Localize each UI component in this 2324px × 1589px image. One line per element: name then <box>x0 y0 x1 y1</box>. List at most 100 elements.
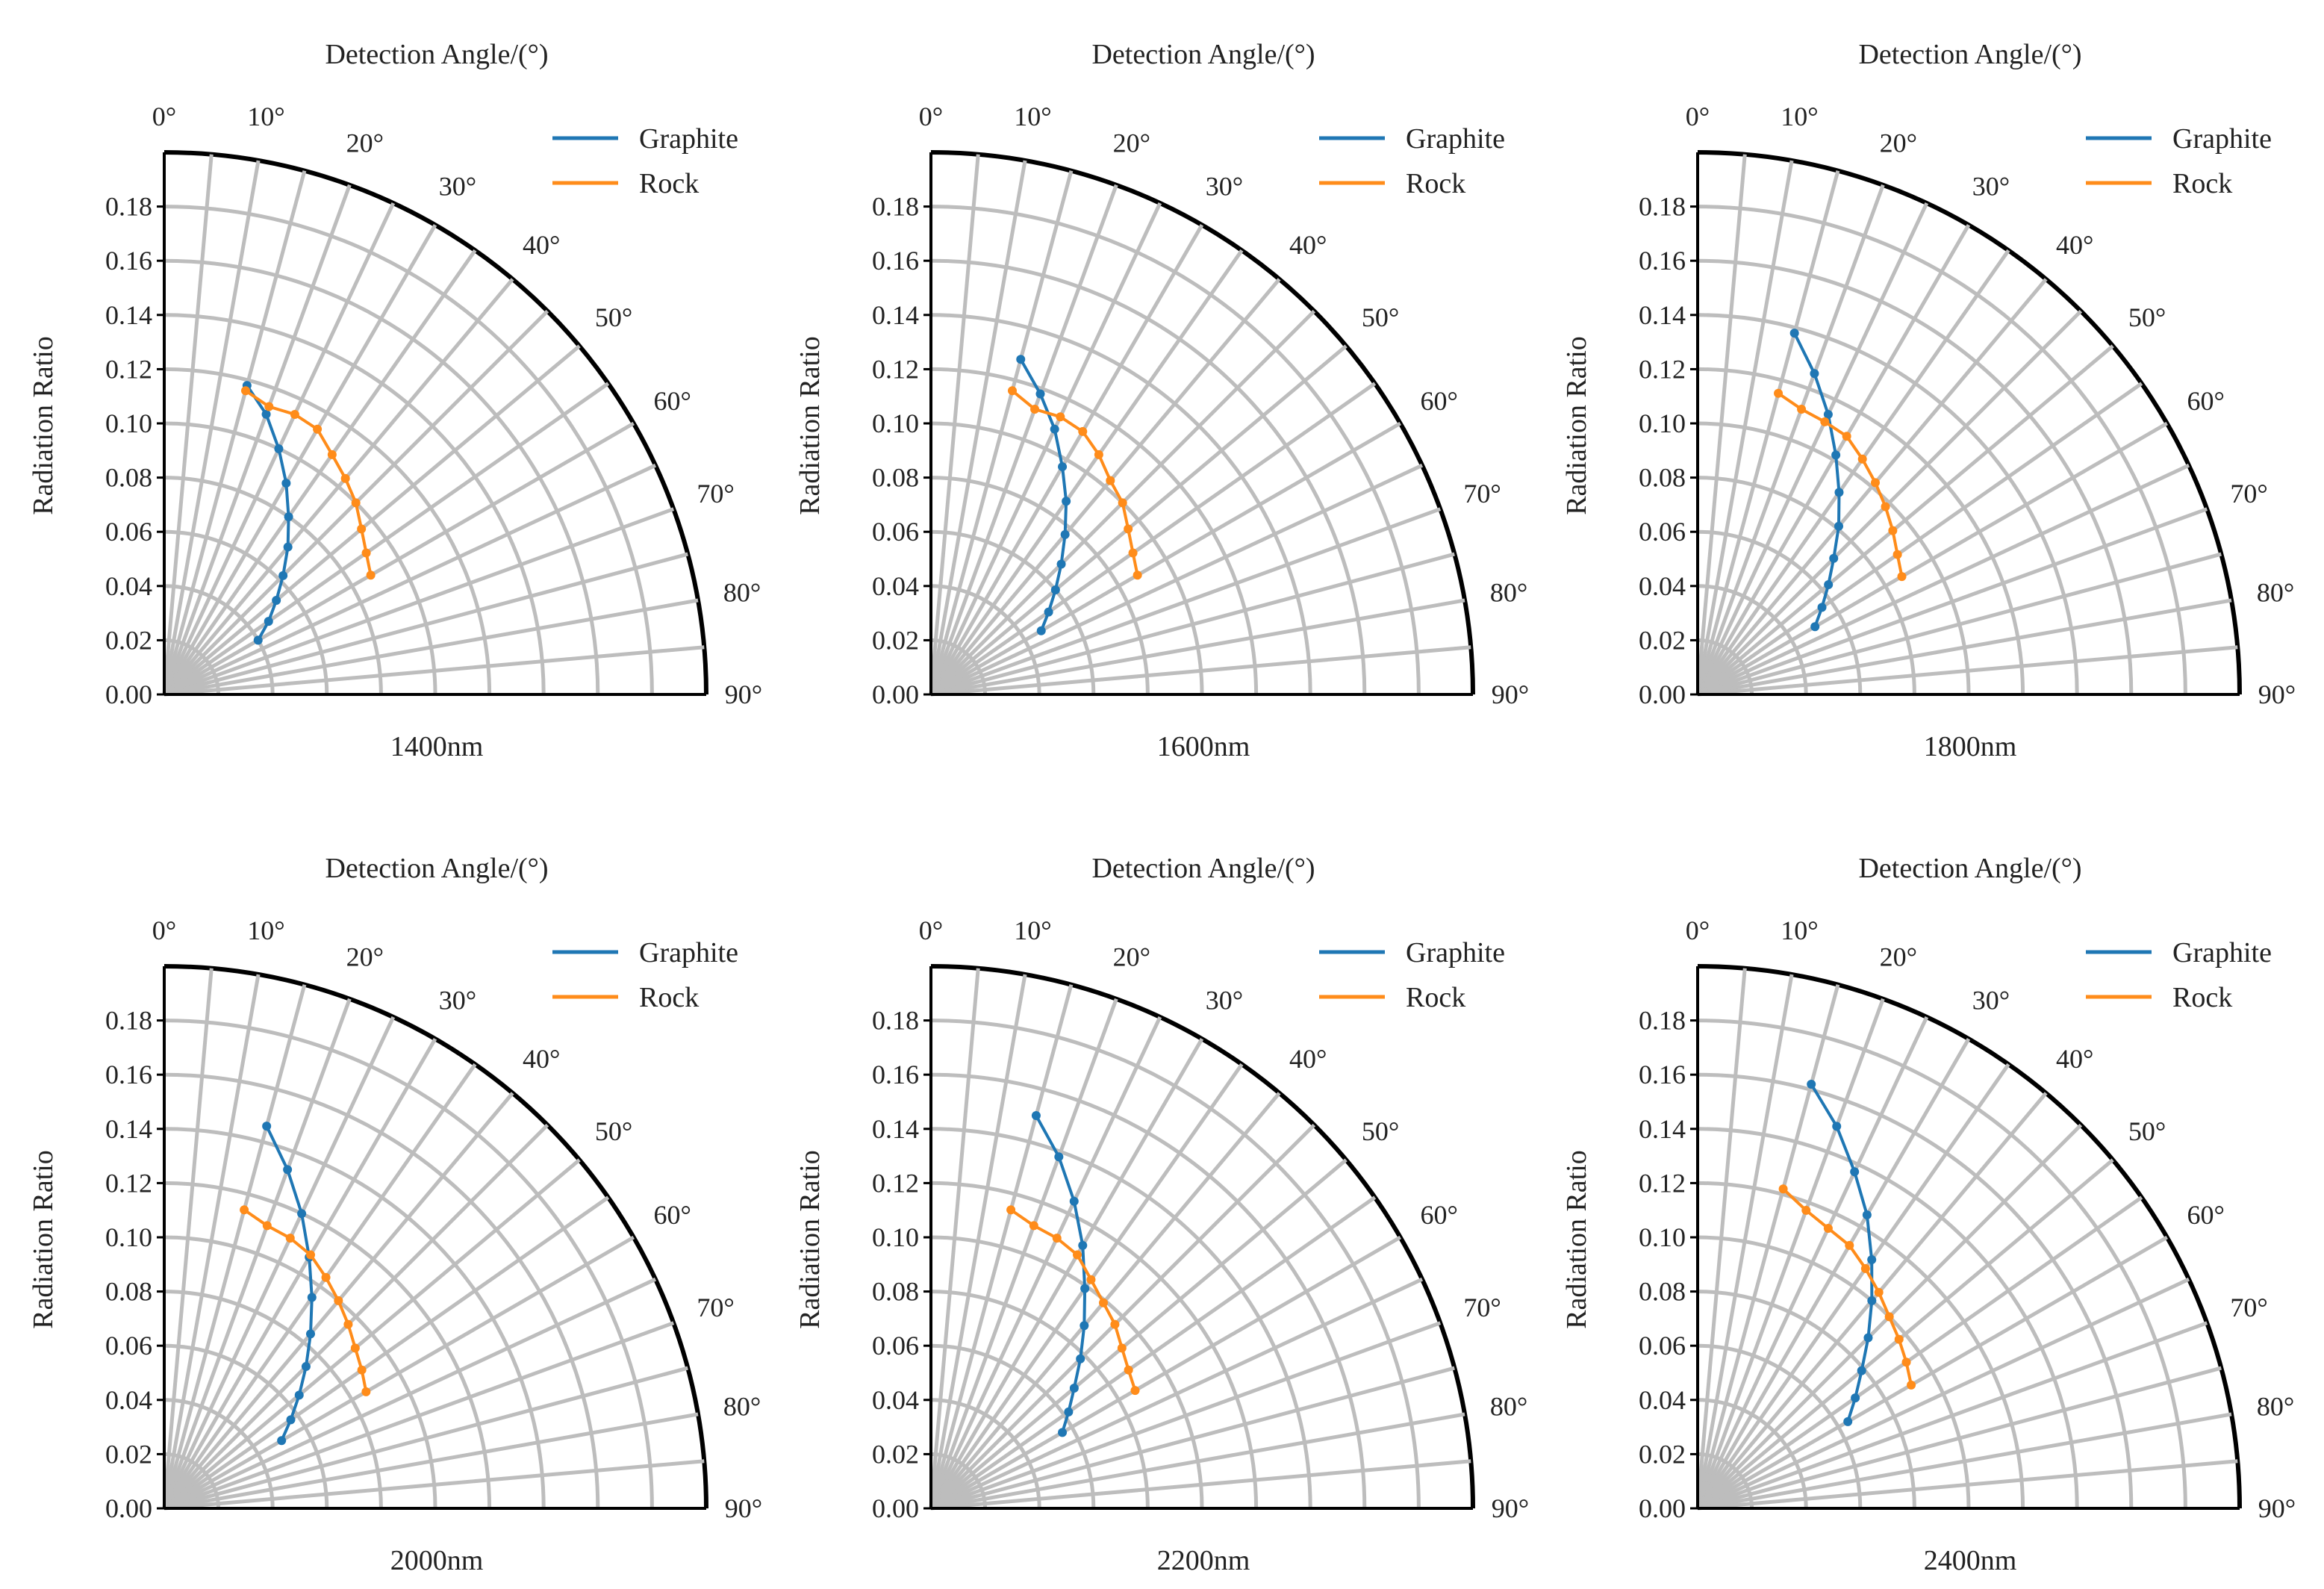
angle-gridline <box>163 645 705 697</box>
angle-tick-label: 50° <box>595 302 632 332</box>
data-point <box>1907 1380 1916 1390</box>
data-point <box>1867 1254 1877 1264</box>
angle-gridline <box>163 1459 705 1511</box>
chart-caption: 2000nm <box>390 1545 484 1576</box>
angle-gridline <box>1695 968 1747 1509</box>
angle-gridline <box>930 645 1471 697</box>
angle-gridline <box>163 1366 688 1511</box>
data-point <box>1832 1122 1842 1131</box>
angle-tick-label: 10° <box>247 102 284 131</box>
legend-label: Rock <box>639 982 699 1013</box>
angle-tick-label: 50° <box>2128 1116 2166 1146</box>
angle-gridline <box>929 1158 1348 1510</box>
angle-gridline <box>929 463 1424 697</box>
angle-gridline <box>163 1321 675 1511</box>
angle-tick-label: 90° <box>2258 1493 2296 1523</box>
angle-tick-label: 80° <box>2257 578 2294 608</box>
y-axis-label: Radiation Ratio <box>794 1150 826 1329</box>
radial-tick-label: 0.00 <box>872 680 919 709</box>
polar-chart-3: 0.00 0.02 0.04 0.06 0.08 0.10 0.12 0.14 0.16 0.18… <box>1561 39 2296 762</box>
radial-tick-label: 0.00 <box>1639 1493 1686 1523</box>
radial-tick-label: 0.14 <box>105 300 152 330</box>
chart-title: Detection Angle/(°) <box>1091 853 1315 884</box>
data-point <box>272 596 281 606</box>
data-point <box>264 617 273 626</box>
data-point <box>262 1221 272 1231</box>
angle-gridline <box>163 1277 657 1511</box>
data-point <box>1031 1111 1041 1121</box>
chart-caption: 1400nm <box>390 731 484 762</box>
angle-tick-label: 70° <box>1463 479 1501 509</box>
data-point <box>343 1319 353 1329</box>
angle-gridline <box>1697 645 2238 697</box>
data-point <box>361 1387 371 1396</box>
angle-gridline <box>929 1016 1162 1510</box>
series-graphite <box>1016 355 1071 635</box>
data-point <box>1076 1354 1085 1363</box>
angle-gridline <box>1697 507 2208 697</box>
radial-tick-label: 0.02 <box>1639 625 1686 655</box>
radial-tick-label: 0.06 <box>872 1331 919 1361</box>
data-point <box>1881 502 1890 511</box>
angle-gridline <box>1695 249 2010 696</box>
data-point <box>1124 1365 1133 1375</box>
data-point <box>262 1122 272 1131</box>
radial-tick-label: 0.08 <box>105 463 152 493</box>
radial-tick-label: 0.00 <box>105 1493 152 1523</box>
angle-gridline <box>929 202 1162 696</box>
data-point <box>1080 1284 1090 1293</box>
angle-gridline <box>1696 382 2143 697</box>
data-point <box>1124 524 1133 534</box>
angle-tick-label: 80° <box>1490 1392 1527 1422</box>
data-point <box>1130 1386 1140 1396</box>
angle-gridline <box>1695 184 1885 695</box>
data-point <box>1069 1384 1079 1393</box>
data-point <box>1094 450 1103 459</box>
polar-chart-5: 0.00 0.02 0.04 0.06 0.08 0.10 0.12 0.14 0.16 0.18… <box>794 853 1529 1576</box>
radial-tick-label: 0.08 <box>1639 463 1686 493</box>
data-point <box>1851 1393 1860 1403</box>
data-point <box>1801 1205 1811 1215</box>
angle-gridline <box>929 1195 1377 1511</box>
angle-gridline <box>163 507 675 697</box>
radial-tick-label: 0.04 <box>1639 571 1686 601</box>
radial-tick-label: 0.14 <box>1639 1114 1686 1144</box>
angle-gridline <box>163 598 699 697</box>
angle-tick-label: 90° <box>725 680 762 709</box>
angle-tick-label: 90° <box>2258 680 2296 709</box>
data-point <box>281 479 291 488</box>
angle-tick-label: 0° <box>1686 915 1710 945</box>
data-point <box>1863 1333 1873 1343</box>
legend-label: Rock <box>2172 168 2232 199</box>
angle-gridline <box>162 1038 437 1510</box>
data-point <box>1823 1223 1833 1233</box>
data-point <box>1133 570 1142 580</box>
data-point <box>1842 432 1851 441</box>
radial-tick-label: 0.10 <box>1639 1222 1686 1252</box>
radial-tick-label: 0.16 <box>872 246 919 276</box>
angle-gridline <box>929 382 1377 697</box>
data-point <box>1901 1358 1911 1367</box>
series-rock <box>240 386 376 580</box>
radial-tick-label: 0.18 <box>105 1006 152 1036</box>
data-point <box>283 542 293 552</box>
angle-gridline <box>163 1412 699 1511</box>
legend-label: Graphite <box>1406 937 1505 968</box>
angle-tick-label: 50° <box>1362 1116 1399 1146</box>
angle-tick-label: 0° <box>919 915 943 945</box>
data-point <box>313 424 323 434</box>
radial-tick-label: 0.04 <box>1639 1385 1686 1415</box>
data-point <box>1073 1250 1082 1260</box>
angle-tick-label: 60° <box>1420 386 1457 416</box>
angle-tick-label: 50° <box>1362 302 1399 332</box>
radial-tick-label: 0.18 <box>1639 1006 1686 1036</box>
radial-tick-label: 0.00 <box>1639 680 1686 709</box>
angle-gridline <box>1695 984 1840 1509</box>
angle-gridline <box>163 421 635 697</box>
radial-tick-label: 0.16 <box>872 1060 919 1089</box>
angle-gridline <box>929 974 1027 1509</box>
data-point <box>286 1415 296 1425</box>
angle-gridline <box>162 1016 396 1510</box>
angle-tick-label: 0° <box>152 102 176 131</box>
data-point <box>361 548 371 558</box>
